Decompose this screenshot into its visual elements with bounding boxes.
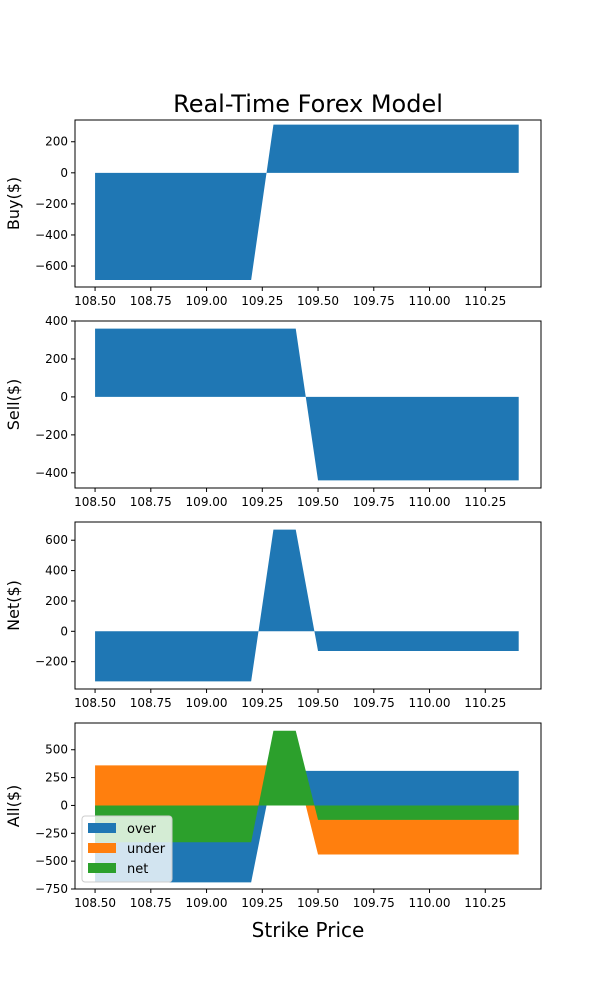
x-tick-label: 108.50 — [74, 896, 116, 910]
x-tick-label: 108.75 — [130, 696, 172, 710]
x-tick-label: 108.75 — [130, 495, 172, 509]
y-tick-label: −200 — [35, 428, 68, 442]
y-axis-label: Net($) — [4, 580, 23, 631]
x-tick-label: 109.75 — [353, 495, 395, 509]
x-tick-label: 110.00 — [409, 294, 451, 308]
x-tick-label: 108.50 — [74, 495, 116, 509]
x-tick-label: 108.75 — [130, 896, 172, 910]
y-tick-label: −600 — [35, 259, 68, 273]
x-tick-label: 110.00 — [409, 495, 451, 509]
axes-frame — [74, 722, 542, 890]
legend-swatch-under — [88, 843, 116, 853]
x-tick-label: 109.75 — [353, 696, 395, 710]
x-tick-label: 109.25 — [241, 896, 283, 910]
legend-swatch-net — [88, 863, 116, 873]
y-tick-label: 400 — [45, 314, 68, 328]
x-tick-label: 109.00 — [186, 896, 228, 910]
x-tick-label: 109.75 — [353, 294, 395, 308]
y-tick-label: 0 — [60, 624, 68, 638]
y-tick-label: −400 — [35, 466, 68, 480]
y-tick-label: −200 — [35, 197, 68, 211]
series-area-under-4 — [95, 765, 519, 855]
x-tick-label: 110.00 — [409, 896, 451, 910]
legend-swatch-over — [88, 823, 116, 833]
y-tick-label: 400 — [45, 564, 68, 578]
series-area-net-4 — [95, 730, 519, 843]
y-tick-label: −400 — [35, 228, 68, 242]
x-tick-label: 110.00 — [409, 696, 451, 710]
x-tick-label: 109.00 — [186, 495, 228, 509]
y-tick-label: 0 — [60, 166, 68, 180]
subplot-2: 108.50 108.75 109.00 109.25 109.50 109.75 110.… — [4, 314, 542, 509]
axes-frame — [74, 521, 542, 690]
x-tick-label: 108.50 — [74, 696, 116, 710]
series-area-value-3 — [95, 529, 519, 682]
y-tick-label: −500 — [35, 854, 68, 868]
legend-label-under: under — [127, 842, 166, 857]
y-tick-label: 0 — [60, 798, 68, 812]
y-axis-label: All($) — [4, 785, 23, 828]
series-area-value-2 — [95, 328, 519, 481]
y-axis-label: Sell($) — [4, 379, 23, 431]
subplot-1: 108.50 108.75 109.00 109.25 109.50 109.75 110.… — [4, 119, 542, 308]
x-tick-label: 109.50 — [297, 294, 339, 308]
legend-label-over: over — [127, 822, 157, 837]
subplot-4: 108.50 108.75 109.00 109.25 109.50 109.75 110.… — [4, 722, 542, 910]
y-tick-label: 200 — [45, 594, 68, 608]
x-tick-label: 109.25 — [241, 495, 283, 509]
y-tick-label: 200 — [45, 352, 68, 366]
y-tick-label: 0 — [60, 390, 68, 404]
x-tick-label: 110.25 — [464, 294, 506, 308]
x-tick-label: 109.25 — [241, 294, 283, 308]
x-tick-label: 108.75 — [130, 294, 172, 308]
x-tick-label: 110.25 — [464, 896, 506, 910]
x-tick-label: 109.00 — [186, 696, 228, 710]
series-area-over-4 — [95, 770, 519, 883]
legend-label-net: net — [127, 862, 148, 877]
series-area-value-1 — [95, 124, 519, 281]
chart-title: Real-Time Forex Model — [173, 90, 443, 118]
x-tick-label: 109.50 — [297, 696, 339, 710]
x-axis-label: Strike Price — [252, 918, 365, 942]
y-tick-label: −200 — [35, 655, 68, 669]
legend: over under net — [81, 815, 173, 883]
subplot-3: 108.50 108.75 109.00 109.25 109.50 109.75 110.… — [4, 521, 542, 710]
y-tick-label: 250 — [45, 771, 68, 785]
y-axis-label: Buy($) — [4, 177, 23, 230]
axes-frame — [74, 320, 542, 489]
y-tick-label: 200 — [45, 135, 68, 149]
y-tick-label: 600 — [45, 533, 68, 547]
x-tick-label: 109.50 — [297, 896, 339, 910]
y-tick-label: −250 — [35, 826, 68, 840]
x-tick-label: 110.25 — [464, 495, 506, 509]
subplots: 108.50 108.75 109.00 109.25 109.50 109.75 110.… — [4, 119, 542, 910]
x-tick-label: 110.25 — [464, 696, 506, 710]
x-tick-label: 109.25 — [241, 696, 283, 710]
y-tick-label: −750 — [35, 882, 68, 896]
x-tick-label: 109.75 — [353, 896, 395, 910]
x-tick-label: 108.50 — [74, 294, 116, 308]
x-tick-label: 109.50 — [297, 495, 339, 509]
y-tick-label: 500 — [45, 743, 68, 757]
x-tick-label: 109.00 — [186, 294, 228, 308]
